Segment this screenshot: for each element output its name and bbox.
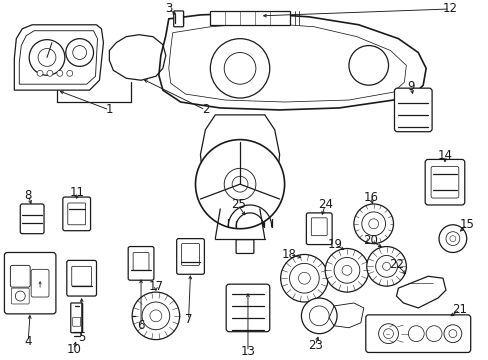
Circle shape	[37, 70, 43, 76]
Text: 11: 11	[69, 186, 84, 199]
Bar	[210, 11, 289, 25]
Circle shape	[15, 291, 25, 301]
Circle shape	[66, 39, 93, 66]
Circle shape	[382, 262, 390, 270]
FancyBboxPatch shape	[430, 166, 458, 198]
Circle shape	[333, 257, 359, 283]
Text: 21: 21	[451, 303, 467, 316]
FancyBboxPatch shape	[72, 266, 91, 286]
Circle shape	[224, 168, 255, 200]
Text: 4: 4	[24, 335, 32, 348]
Text: 20: 20	[363, 234, 377, 247]
Circle shape	[425, 326, 441, 342]
Circle shape	[142, 302, 169, 330]
FancyBboxPatch shape	[311, 218, 326, 236]
Text: 19: 19	[327, 238, 342, 251]
Text: 14: 14	[437, 149, 451, 162]
Text: 8: 8	[24, 189, 32, 202]
FancyBboxPatch shape	[11, 288, 29, 304]
Text: 13: 13	[240, 345, 255, 358]
FancyBboxPatch shape	[133, 252, 149, 270]
Circle shape	[73, 46, 86, 59]
Text: 1: 1	[105, 103, 113, 116]
Circle shape	[348, 46, 388, 85]
FancyBboxPatch shape	[128, 247, 154, 280]
Text: 9: 9	[407, 80, 414, 93]
Circle shape	[445, 232, 459, 246]
Circle shape	[57, 70, 63, 76]
FancyBboxPatch shape	[71, 303, 82, 333]
Circle shape	[67, 70, 73, 76]
FancyBboxPatch shape	[181, 244, 199, 265]
Circle shape	[366, 247, 406, 286]
Text: 22: 22	[388, 258, 403, 271]
Text: 15: 15	[458, 218, 473, 231]
Text: 3: 3	[165, 3, 172, 15]
FancyBboxPatch shape	[73, 317, 81, 326]
Text: 25: 25	[230, 198, 245, 211]
Circle shape	[289, 264, 319, 293]
Circle shape	[407, 326, 423, 342]
FancyBboxPatch shape	[236, 240, 253, 253]
FancyBboxPatch shape	[394, 88, 431, 132]
FancyBboxPatch shape	[67, 260, 96, 296]
Circle shape	[353, 204, 393, 244]
Circle shape	[448, 330, 456, 338]
FancyBboxPatch shape	[68, 203, 85, 225]
Circle shape	[150, 310, 162, 322]
Circle shape	[309, 306, 328, 326]
Text: 16: 16	[363, 190, 377, 203]
Text: 10: 10	[66, 343, 81, 356]
Circle shape	[298, 272, 310, 284]
Circle shape	[232, 176, 247, 192]
Text: 18: 18	[282, 248, 296, 261]
Circle shape	[301, 298, 336, 334]
Circle shape	[38, 49, 56, 66]
Text: 23: 23	[307, 339, 322, 352]
Text: 24: 24	[317, 198, 332, 211]
FancyBboxPatch shape	[10, 265, 30, 287]
Circle shape	[325, 248, 368, 292]
FancyBboxPatch shape	[226, 284, 269, 332]
FancyBboxPatch shape	[4, 252, 56, 314]
Text: 12: 12	[442, 3, 456, 15]
Circle shape	[383, 329, 393, 339]
Text: 17: 17	[148, 280, 163, 293]
FancyBboxPatch shape	[424, 159, 464, 205]
Circle shape	[132, 292, 179, 339]
FancyBboxPatch shape	[20, 204, 44, 234]
FancyBboxPatch shape	[365, 315, 470, 352]
Circle shape	[378, 324, 398, 343]
Circle shape	[368, 219, 378, 229]
Circle shape	[195, 140, 284, 229]
Circle shape	[443, 325, 461, 343]
FancyBboxPatch shape	[176, 239, 204, 274]
Text: 2: 2	[201, 103, 209, 116]
Text: 6: 6	[137, 319, 144, 332]
Circle shape	[29, 40, 65, 75]
Circle shape	[280, 255, 327, 302]
Text: 7: 7	[184, 313, 192, 326]
Text: 5: 5	[78, 331, 85, 344]
Circle shape	[375, 256, 397, 277]
Circle shape	[224, 53, 255, 84]
Circle shape	[210, 39, 269, 98]
FancyBboxPatch shape	[63, 197, 90, 231]
Circle shape	[438, 225, 466, 252]
FancyBboxPatch shape	[173, 11, 183, 27]
FancyBboxPatch shape	[306, 213, 331, 244]
Circle shape	[449, 236, 455, 242]
Circle shape	[47, 70, 53, 76]
Circle shape	[361, 212, 385, 236]
Circle shape	[341, 265, 351, 275]
FancyBboxPatch shape	[31, 269, 49, 297]
